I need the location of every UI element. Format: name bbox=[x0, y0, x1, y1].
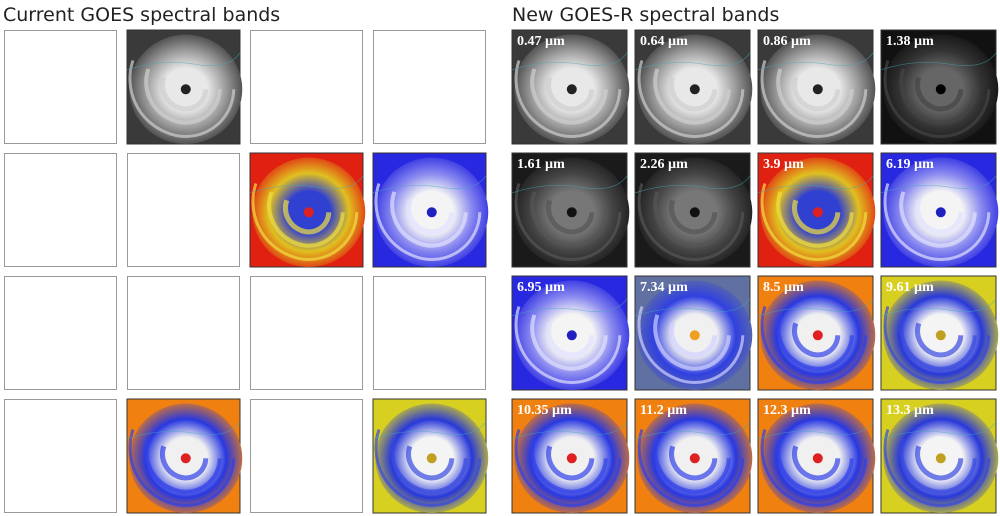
satellite-image bbox=[880, 29, 999, 145]
empty-tile bbox=[4, 399, 117, 513]
empty-tile bbox=[4, 30, 117, 144]
band-label: 10.35 µm bbox=[517, 403, 572, 418]
right-title: New GOES-R spectral bands bbox=[512, 4, 779, 26]
satellite-image bbox=[249, 152, 366, 268]
satellite-image bbox=[757, 152, 876, 268]
satellite-image bbox=[511, 29, 630, 145]
empty-tile bbox=[127, 153, 240, 267]
empty-tile bbox=[250, 276, 363, 390]
empty-tile bbox=[373, 276, 486, 390]
satellite-image bbox=[634, 275, 753, 391]
satellite-image bbox=[634, 152, 753, 268]
left-title: Current GOES spectral bands bbox=[3, 4, 280, 26]
satellite-image bbox=[511, 152, 630, 268]
band-label: 6.19 µm bbox=[886, 157, 934, 172]
band-label: 1.61 µm bbox=[517, 157, 565, 172]
empty-tile bbox=[127, 276, 240, 390]
satellite-image bbox=[372, 152, 489, 268]
band-label: 1.38 µm bbox=[886, 34, 934, 49]
band-label: 3.9 µm bbox=[763, 157, 804, 172]
satellite-image bbox=[126, 398, 243, 514]
band-label: 8.5 µm bbox=[763, 280, 804, 295]
satellite-image bbox=[511, 398, 630, 514]
band-label: 0.64 µm bbox=[640, 34, 688, 49]
satellite-image bbox=[880, 152, 999, 268]
band-label: 13.3 µm bbox=[886, 403, 934, 418]
band-label: 9.61 µm bbox=[886, 280, 934, 295]
band-label: 0.86 µm bbox=[763, 34, 811, 49]
satellite-image bbox=[126, 29, 243, 145]
satellite-image bbox=[757, 275, 876, 391]
satellite-image bbox=[757, 29, 876, 145]
satellite-image bbox=[634, 398, 753, 514]
satellite-image bbox=[880, 398, 999, 514]
empty-tile bbox=[4, 153, 117, 267]
band-label: 7.34 µm bbox=[640, 280, 688, 295]
empty-tile bbox=[373, 30, 486, 144]
empty-tile bbox=[4, 276, 117, 390]
satellite-image bbox=[757, 398, 876, 514]
empty-tile bbox=[250, 399, 363, 513]
band-label: 12.3 µm bbox=[763, 403, 811, 418]
satellite-image bbox=[372, 398, 489, 514]
band-label: 0.47 µm bbox=[517, 34, 565, 49]
band-label: 11.2 µm bbox=[640, 403, 687, 418]
satellite-image bbox=[634, 29, 753, 145]
band-label: 6.95 µm bbox=[517, 280, 565, 295]
satellite-image bbox=[880, 275, 999, 391]
satellite-image bbox=[511, 275, 630, 391]
empty-tile bbox=[250, 30, 363, 144]
band-label: 2.26 µm bbox=[640, 157, 688, 172]
